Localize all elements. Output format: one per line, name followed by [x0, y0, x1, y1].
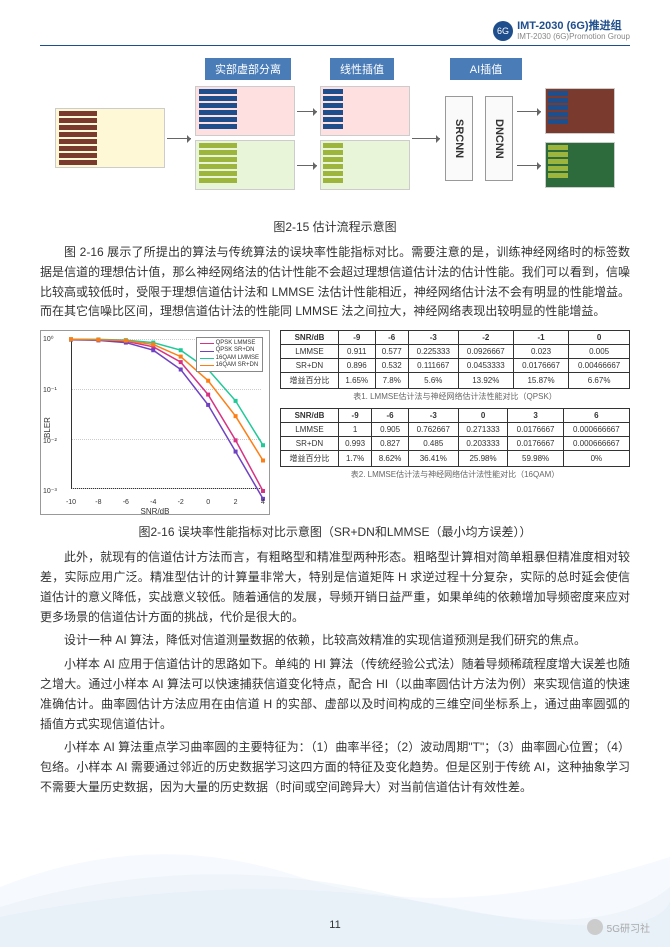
paragraph-2: 此外，就现有的信道估计方法而言，有粗略型和精准型两种形态。粗略型计算相对简单粗暴… — [40, 548, 630, 627]
watermark: 5G研习社 — [587, 919, 650, 935]
interp-imag-stripes — [323, 143, 343, 183]
chart-legend: QPSK LMMSEQPSK SR+DN16QAM LMMSE16QAM SR+… — [196, 337, 263, 372]
table-2-wrap: SNR/dB-9-6-3036LMMSE10.9050.7626670.2713… — [280, 408, 630, 480]
chart-ylabel: BLER — [43, 417, 52, 438]
srcnn-block: SRCNN — [445, 96, 473, 181]
page-header: 6G IMT-2030 (6G)推进组 IMT-2030 (6G)Promoti… — [40, 20, 630, 46]
interp-real-stripes — [323, 89, 343, 129]
table-1-wrap: SNR/dB-9-6-3-2-10LMMSE0.9110.5770.225333… — [280, 330, 630, 402]
bler-chart: QPSK LMMSEQPSK SR+DN16QAM LMMSE16QAM SR+… — [40, 330, 270, 515]
split-real-stripes — [199, 89, 237, 129]
watermark-text: 5G研习社 — [607, 920, 650, 935]
split-imag-stripes — [199, 143, 237, 183]
arrow-icon — [297, 111, 317, 112]
tables-column: SNR/dB-9-6-3-2-10LMMSE0.9110.5770.225333… — [280, 330, 630, 480]
caption-fig-216: 图2-16 误块率性能指标对比示意图（SR+DN和LMMSE（最小均方误差）） — [40, 523, 630, 540]
output-imag-stripes — [548, 145, 568, 178]
arrow-icon — [412, 138, 440, 139]
arrow-icon — [517, 165, 541, 166]
arrow-icon — [297, 165, 317, 166]
flow-diagram: 实部虚部分离 线性插值 AI插值 SRCNN DNCNN — [55, 58, 615, 208]
output-real-stripes — [548, 91, 568, 124]
table-1-caption: 表1. LMMSE估计法与神经网络估计法性能对比（QPSK） — [280, 391, 630, 402]
header-title-en: IMT-2030 (6G)Promotion Group — [517, 32, 630, 41]
arrow-icon — [167, 138, 191, 139]
table-2-caption: 表2. LMMSE估计法与神经网络估计法性能对比（16QAM） — [280, 469, 630, 480]
header-title-block: IMT-2030 (6G)推进组 IMT-2030 (6G)Promotion … — [517, 20, 630, 41]
header-title-cn: IMT-2030 (6G)推进组 — [517, 20, 630, 32]
page-number: 11 — [329, 919, 340, 931]
flow-label-3: AI插值 — [450, 58, 522, 80]
chart-xlabel: SNR/dB — [141, 507, 170, 516]
table-16qam: SNR/dB-9-6-3036LMMSE10.9050.7626670.2713… — [280, 408, 630, 467]
input-stripes — [59, 111, 97, 165]
watermark-icon — [587, 919, 603, 935]
paragraph-3: 设计一种 AI 算法，降低对信道测量数据的依赖，比较高效精准的实现信道预测是我们… — [40, 631, 630, 651]
dncnn-block: DNCNN — [485, 96, 513, 181]
caption-fig-215: 图2-15 估计流程示意图 — [40, 218, 630, 235]
table-qpsk: SNR/dB-9-6-3-2-10LMMSE0.9110.5770.225333… — [280, 330, 630, 389]
flow-label-1: 实部虚部分离 — [205, 58, 291, 80]
paragraph-5: 小样本 AI 算法重点学习曲率圆的主要特征为：（1）曲率半径；（2）波动周期"T… — [40, 738, 630, 797]
logo-6g-icon: 6G — [493, 21, 513, 41]
paragraph-1: 图 2-16 展示了所提出的算法与传统算法的误块率性能指标对比。需要注意的是，训… — [40, 243, 630, 322]
arrow-icon — [517, 111, 541, 112]
chart-tables-row: QPSK LMMSEQPSK SR+DN16QAM LMMSE16QAM SR+… — [40, 330, 630, 515]
paragraph-4: 小样本 AI 应用于信道估计的思路如下。单纯的 HI 算法（传统经验公式法）随着… — [40, 655, 630, 734]
flow-label-2: 线性插值 — [330, 58, 394, 80]
